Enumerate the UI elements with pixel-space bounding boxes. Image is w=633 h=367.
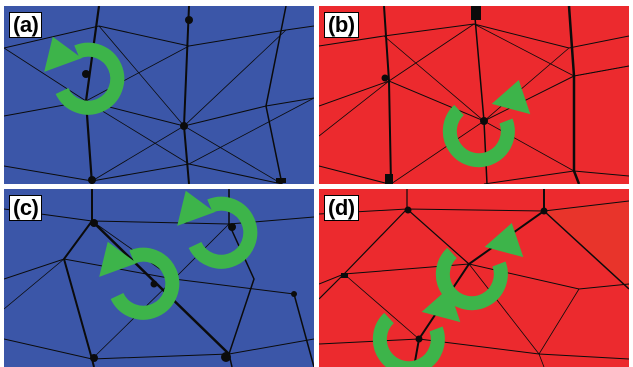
rotation-arrow-icon: [44, 36, 125, 115]
panel-c-label: (c): [9, 195, 43, 221]
rotation-arrow-icon: [177, 190, 258, 269]
panel-d-creases: [319, 189, 629, 367]
panel-d-shaded-facet: [544, 201, 629, 289]
panel-c-vertices: [90, 219, 297, 362]
rotation-arrow-icon: [442, 80, 531, 168]
panel-a-canvas: [4, 6, 314, 184]
rotation-arrow-icon: [435, 223, 524, 311]
rotation-arrow-icon: [372, 288, 461, 367]
panel-c: (c): [4, 189, 314, 367]
rotation-arrow-icon: [99, 241, 180, 320]
panel-a-vertices: [82, 16, 286, 184]
panel-b-vertices: [381, 6, 488, 184]
panel-a-label: (a): [9, 12, 43, 38]
panel-a: (a): [4, 6, 314, 184]
panel-b-label: (b): [324, 12, 359, 38]
panel-d-canvas: [319, 189, 629, 367]
panel-d: (d): [319, 189, 629, 367]
panel-b: (b): [319, 6, 629, 184]
panel-c-canvas: [4, 189, 314, 367]
panel-b-canvas: [319, 6, 629, 184]
panel-d-label: (d): [324, 195, 359, 221]
panel-c-background: [4, 189, 314, 367]
panel-d-vertices: [341, 206, 548, 343]
